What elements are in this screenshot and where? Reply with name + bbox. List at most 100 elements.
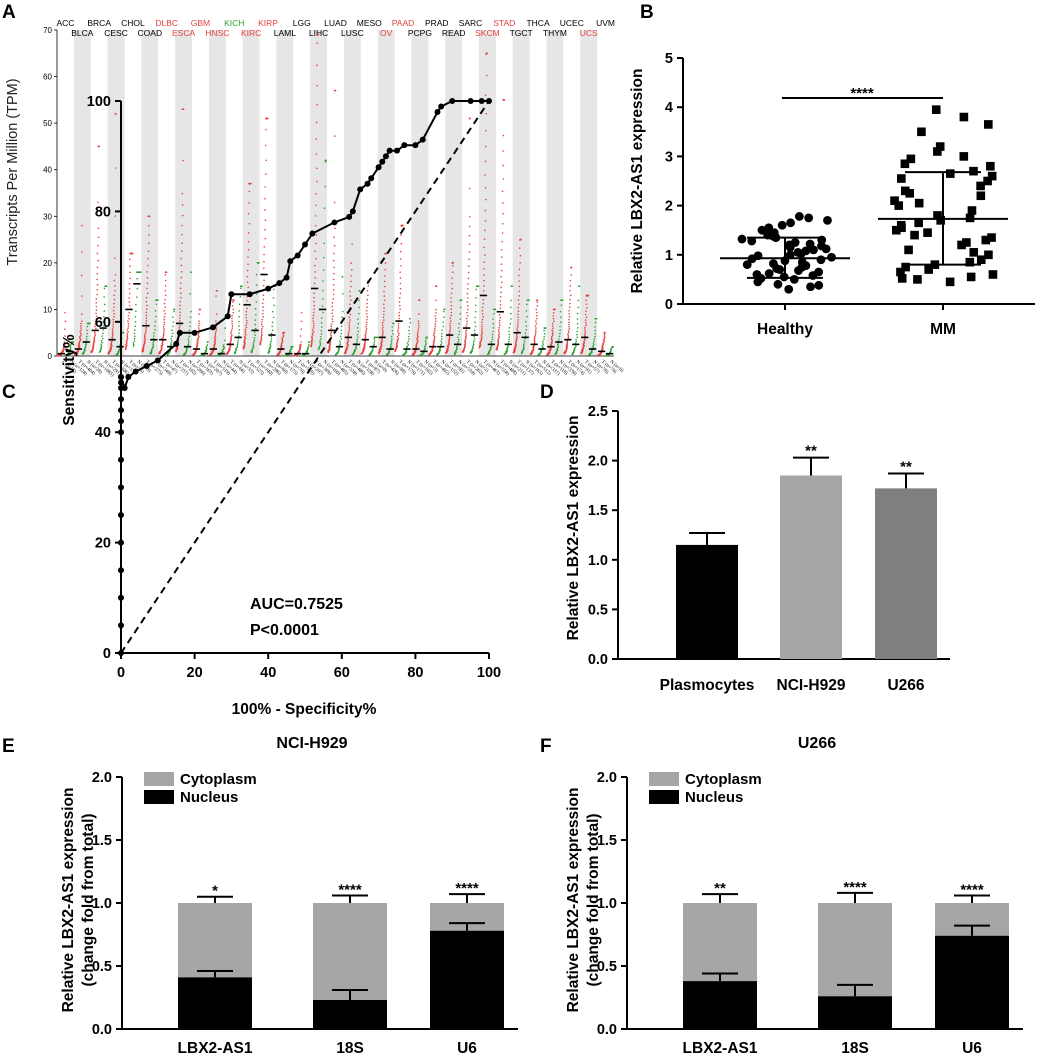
panel-a-data-point (146, 287, 148, 290)
panel-a-data-point (147, 257, 149, 260)
panel-a-data-point (587, 294, 590, 297)
panel-a-data-point (180, 296, 182, 299)
panel-a-data-point (435, 308, 437, 311)
panel-a-data-point (467, 288, 469, 290)
panel-a-data-point (567, 334, 570, 337)
panel-a-data-point (522, 347, 525, 350)
panel-b-data-point (814, 267, 824, 277)
panel-a-data-point (518, 290, 521, 293)
panel-a-data-point (434, 325, 437, 327)
panel-a-data-point (524, 320, 527, 323)
panel-a-data-point (114, 167, 117, 169)
panel-d-bar (676, 544, 738, 659)
panel-a-data-point (484, 186, 487, 189)
panel-b-data-point (764, 269, 774, 278)
panel-a-data-point (339, 335, 342, 338)
panel-a-data-point (425, 343, 427, 346)
panel-a-data-point (484, 160, 487, 163)
panel-a-data-point (311, 337, 313, 339)
panel-a-data-point (247, 256, 249, 258)
panel-a-data-point (390, 346, 392, 349)
panel-a-stripe (310, 30, 328, 356)
panel-a-data-point (366, 289, 369, 292)
panel-a-data-point (313, 282, 316, 285)
panel-a-data-point (314, 250, 316, 253)
panel-a-data-point (253, 341, 255, 343)
panel-a-data-point (312, 330, 315, 333)
panel-a-data-point (333, 135, 336, 137)
panel-b-category-label: Healthy (757, 321, 813, 338)
panel-e-legend-swatch (144, 772, 174, 786)
panel-a-data-point (152, 345, 154, 347)
panel-a-data-point (407, 335, 410, 338)
panel-a-data-point (70, 343, 72, 346)
panel-a-data-point (163, 321, 166, 323)
panel-a-data-point (481, 306, 484, 309)
panel-a-data-point (416, 337, 419, 339)
panel-a-data-point (356, 336, 359, 339)
panel-a-y-tick-label: 40 (43, 166, 52, 175)
panel-f-significance-label: **** (960, 881, 984, 898)
panel-a-data-point (187, 338, 190, 340)
panel-a-data-point (536, 314, 538, 317)
panel-a-data-point (236, 346, 239, 348)
panel-a-cancer-label: UVM (596, 18, 615, 28)
panel-c-data-point (246, 291, 253, 298)
panel-a-data-point (329, 333, 332, 335)
panel-a-data-point (484, 198, 487, 201)
panel-a-data-point (230, 338, 233, 341)
panel-e-category-label: U6 (457, 1040, 477, 1057)
panel-a-data-point (583, 340, 585, 342)
panel-a-data-point (466, 301, 469, 303)
panel-a-data-point (271, 310, 274, 313)
panel-a-data-point (319, 344, 322, 346)
panel-a-data-point (111, 333, 114, 335)
panel-a-data-point (171, 329, 173, 331)
panel-a-data-point (518, 280, 521, 282)
panel-a-data-point (424, 346, 426, 349)
panel-a-data-point (440, 342, 443, 344)
panel-a-data-point (526, 303, 528, 306)
panel-a-data-point (314, 215, 317, 217)
panel-a-data-point (397, 329, 399, 331)
panel-a-data-point (95, 305, 98, 308)
panel-b-y-tick-label: 3 (665, 149, 673, 165)
panel-a-data-point (154, 325, 156, 327)
panel-b-y-tick-label: 0 (665, 297, 673, 313)
panel-a-data-point (510, 306, 512, 309)
panel-b-data-point (794, 212, 804, 221)
panel-b-data-point (742, 260, 752, 270)
panel-a-data-point (315, 121, 318, 124)
panel-a-data-point (484, 174, 486, 176)
panel-a-data-point (594, 321, 597, 324)
panel-a-data-point (248, 190, 251, 193)
panel-a-data-point (315, 138, 318, 140)
panel-a-data-point (373, 340, 376, 342)
panel-a-data-point (316, 167, 318, 170)
panel-a-data-point (262, 309, 264, 312)
panel-a-data-point (179, 300, 181, 303)
panel-a-data-point (198, 320, 200, 322)
panel-a-cancer-label: DLBC (155, 18, 178, 28)
panel-a-data-point (189, 321, 191, 323)
panel-b-data-point (984, 250, 993, 260)
panel-a-data-point (197, 337, 199, 339)
panel-a-data-point (189, 325, 191, 328)
panel-a-data-point (405, 349, 407, 352)
panel-a-data-point (246, 300, 248, 302)
panel-a-data-point (486, 52, 488, 55)
panel-b-data-point (897, 274, 907, 283)
panel-a-data-point (451, 282, 453, 285)
panel-a-data-point (126, 335, 129, 338)
panel-a-data-point (145, 329, 147, 331)
panel-a-data-point (557, 346, 559, 349)
panel-e-bar-nucleus (430, 930, 504, 1029)
panel-a-data-point (260, 331, 263, 334)
panel-a-data-point (567, 331, 570, 334)
panel-a-data-point (162, 333, 165, 335)
panel-b-data-point (900, 186, 910, 196)
panel-a-data-point (518, 274, 520, 277)
panel-label-c: C (2, 382, 16, 403)
panel-a-data-point (603, 340, 606, 342)
panel-a-data-point (84, 346, 87, 349)
